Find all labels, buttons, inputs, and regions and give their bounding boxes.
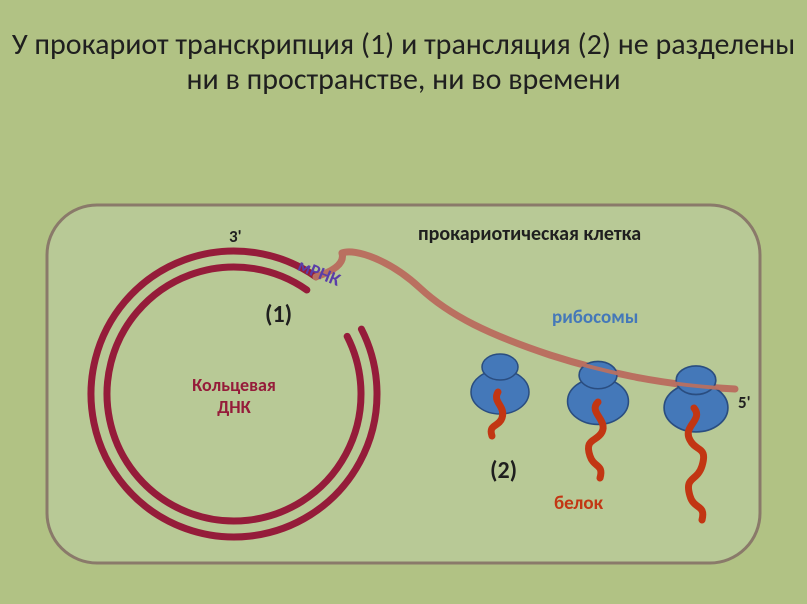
ribosome-label: рибосомы (552, 306, 638, 329)
diagram-svg (0, 0, 807, 604)
marker-2: (2) (490, 456, 517, 485)
cell-label: прокариотическая клетка (418, 222, 641, 246)
three-prime-label: 3' (229, 226, 242, 247)
protein-label: белок (554, 492, 603, 515)
dna-label: КольцеваяДНК (174, 374, 294, 418)
marker-1: (1) (265, 300, 292, 329)
slide: У прокариот транскрипция (1) и трансляци… (0, 0, 807, 604)
five-prime-label: 5' (738, 392, 751, 413)
